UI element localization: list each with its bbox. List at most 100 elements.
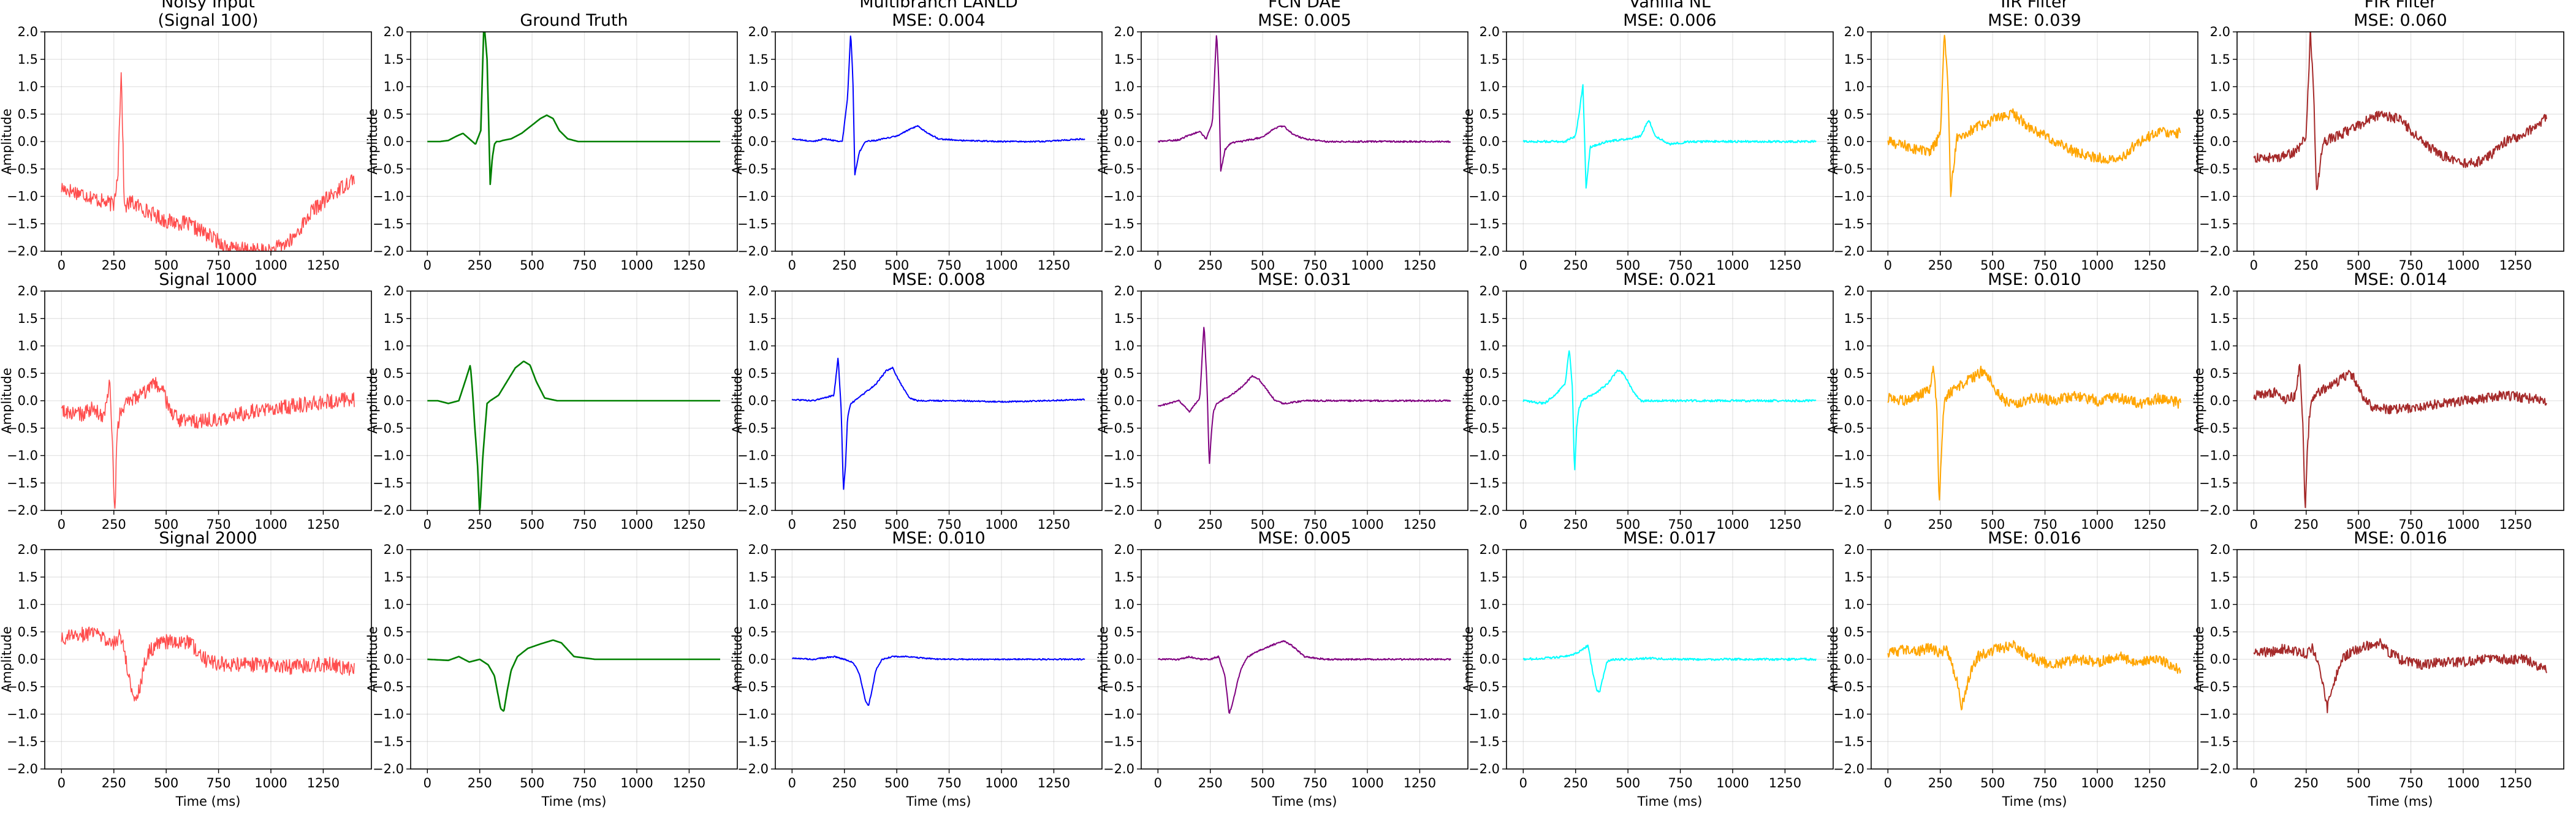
- y-tick-label: −1.0: [1103, 707, 1134, 722]
- series-line-fir: [2253, 363, 2547, 509]
- y-tick-label: −2.0: [1833, 503, 1864, 518]
- subplot-r2-c7: −2.0 −1.5 −1.0 −0.5 0.0 0.5 1.0 1.5 2.0 0 250 500 75…: [2192, 270, 2564, 532]
- y-tick-label: −1.0: [1468, 189, 1500, 204]
- x-tick-label: 0: [788, 517, 796, 532]
- y-axis-label: Amplitude: [730, 368, 745, 434]
- y-tick-label: −1.0: [2199, 189, 2230, 204]
- x-tick-label: 1250: [2499, 517, 2532, 532]
- x-tick-label: 1250: [1038, 517, 1070, 532]
- x-tick-label: 250: [1198, 776, 1223, 790]
- x-tick-label: 1250: [1038, 258, 1070, 273]
- subplot-title: MSE: 0.021: [1623, 270, 1716, 289]
- x-tick-label: 750: [1668, 258, 1693, 273]
- y-axis-label: Amplitude: [730, 108, 745, 175]
- y-tick-label: 0.5: [1844, 624, 1864, 639]
- subplot-title: Ground Truth: [520, 11, 628, 30]
- y-tick-label: 0.5: [1114, 366, 1134, 381]
- y-axis-label: Amplitude: [365, 108, 380, 175]
- y-tick-label: −2.0: [1833, 244, 1864, 259]
- y-tick-label: 1.5: [18, 311, 38, 326]
- y-tick-label: 2.0: [18, 284, 38, 298]
- x-tick-label: 1250: [1404, 776, 1436, 790]
- x-axis-label: Time (ms): [1272, 794, 1337, 809]
- subplot-title: Noisy Input: [161, 0, 255, 12]
- y-tick-label: 1.0: [1114, 80, 1134, 94]
- subplot-title: MSE: 0.006: [1623, 11, 1716, 30]
- y-tick-label: −1.5: [7, 734, 38, 749]
- y-tick-label: 1.0: [18, 80, 38, 94]
- series-line-vanilla: [1522, 84, 1817, 189]
- y-tick-label: −1.0: [1468, 707, 1500, 722]
- y-axis-label: Amplitude: [1461, 108, 1476, 175]
- y-tick-label: 1.5: [1480, 52, 1500, 67]
- y-tick-label: −2.0: [1103, 762, 1134, 776]
- x-tick-label: 500: [884, 258, 909, 273]
- x-tick-label: 1250: [1404, 258, 1436, 273]
- x-tick-label: 0: [424, 258, 431, 273]
- y-tick-label: −2.0: [2199, 503, 2230, 518]
- x-tick-label: 1000: [985, 258, 1017, 273]
- y-tick-label: 1.5: [1844, 52, 1864, 67]
- y-tick-label: −1.5: [737, 734, 769, 749]
- y-tick-label: −1.0: [7, 189, 38, 204]
- y-tick-label: −0.5: [373, 680, 404, 694]
- y-tick-label: 2.0: [1844, 25, 1864, 39]
- y-tick-label: 0.5: [384, 366, 404, 381]
- y-tick-label: −1.0: [2199, 707, 2230, 722]
- x-tick-label: 750: [572, 517, 597, 532]
- x-tick-label: 1250: [1404, 517, 1436, 532]
- x-tick-label: 250: [1928, 776, 1953, 790]
- y-tick-label: 0.0: [384, 393, 404, 408]
- y-tick-label: −0.5: [1833, 421, 1864, 436]
- y-tick-label: 0.0: [1480, 393, 1500, 408]
- x-tick-label: 0: [424, 776, 431, 790]
- y-tick-label: −2.0: [2199, 762, 2230, 776]
- x-tick-label: 500: [520, 517, 544, 532]
- x-tick-label: 1250: [2133, 517, 2166, 532]
- y-tick-label: 1.5: [2210, 570, 2230, 585]
- y-tick-label: 0.0: [384, 652, 404, 667]
- x-tick-label: 1000: [2081, 517, 2113, 532]
- y-tick-label: −1.5: [2199, 216, 2230, 231]
- y-tick-label: −1.5: [373, 475, 404, 490]
- x-tick-label: 500: [1250, 258, 1275, 273]
- y-tick-label: 2.0: [18, 25, 38, 39]
- x-tick-label: 500: [1980, 517, 2005, 532]
- y-tick-label: 2.0: [2210, 25, 2230, 39]
- y-tick-label: −2.0: [7, 244, 38, 259]
- x-tick-label: 750: [207, 776, 231, 790]
- subplot-title: MSE: 0.016: [1988, 529, 2081, 548]
- y-tick-label: −1.0: [7, 449, 38, 463]
- subplot-r3-c3: −2.0 −1.5 −1.0 −0.5 0.0 0.5 1.0 1.5 2.0 0 250 500 75…: [730, 529, 1103, 809]
- y-tick-label: −1.5: [1833, 216, 1864, 231]
- y-tick-label: 1.0: [1114, 339, 1134, 354]
- x-tick-label: 500: [520, 258, 544, 273]
- y-tick-label: −2.0: [1468, 244, 1500, 259]
- x-tick-label: 1250: [307, 517, 340, 532]
- subplot-title: MSE: 0.016: [2354, 529, 2447, 548]
- y-tick-label: 1.5: [384, 52, 404, 67]
- y-tick-label: 2.0: [2210, 542, 2230, 557]
- y-tick-label: −1.0: [1103, 189, 1134, 204]
- subplot-r2-c4: −2.0 −1.5 −1.0 −0.5 0.0 0.5 1.0 1.5 2.0 0 250 500 75…: [1096, 270, 1468, 532]
- y-tick-label: 2.0: [1114, 284, 1134, 298]
- x-tick-label: 250: [1928, 258, 1953, 273]
- subplot-r2-c3: −2.0 −1.5 −1.0 −0.5 0.0 0.5 1.0 1.5 2.0 0 250 500 75…: [730, 270, 1103, 532]
- y-tick-label: 1.5: [1844, 311, 1864, 326]
- y-tick-label: −1.5: [373, 216, 404, 231]
- y-tick-label: 0.5: [2210, 107, 2230, 121]
- y-tick-label: −0.5: [7, 162, 38, 176]
- x-tick-label: 1000: [985, 776, 1017, 790]
- y-tick-label: 1.0: [2210, 339, 2230, 354]
- subplot-r3-c6: −2.0 −1.5 −1.0 −0.5 0.0 0.5 1.0 1.5 2.0 0 250 500 75…: [1826, 529, 2198, 809]
- y-tick-label: 2.0: [1114, 542, 1134, 557]
- y-tick-label: −2.0: [1468, 503, 1500, 518]
- x-axis-label: Time (ms): [541, 794, 607, 809]
- y-tick-label: −1.5: [1103, 216, 1134, 231]
- x-tick-label: 250: [2294, 517, 2319, 532]
- x-tick-label: 500: [884, 776, 909, 790]
- x-tick-label: 500: [1616, 776, 1640, 790]
- subplot-r1-c4: −2.0 −1.5 −1.0 −0.5 0.0 0.5 1.0 1.5 2.0 0 250 500 75…: [1096, 0, 1468, 273]
- x-tick-label: 250: [1563, 517, 1588, 532]
